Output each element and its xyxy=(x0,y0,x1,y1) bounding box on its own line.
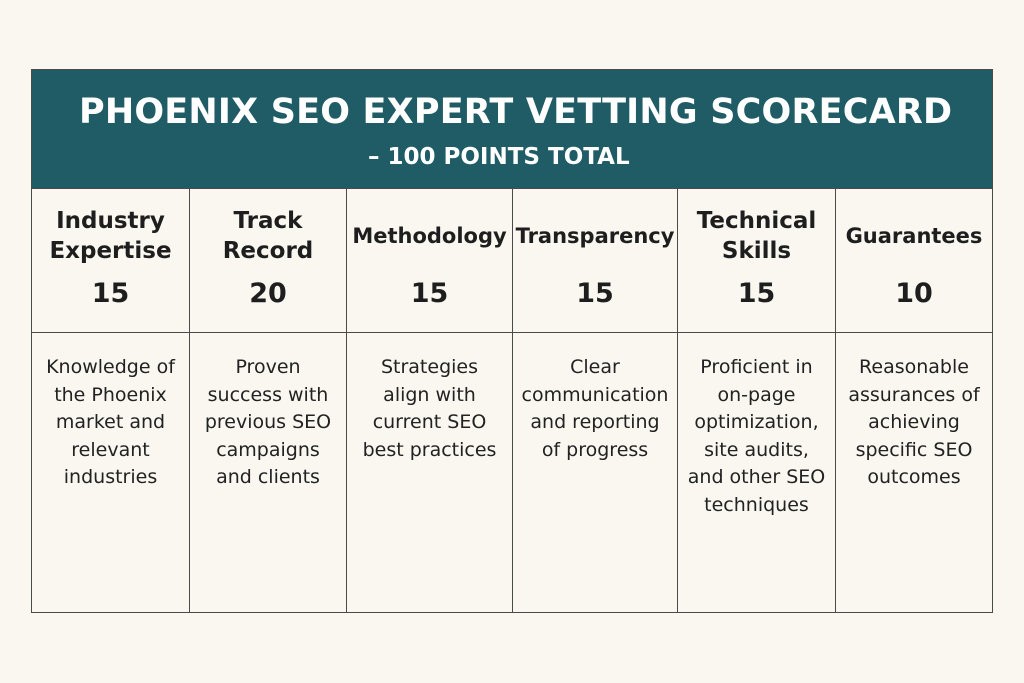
criterion-header-methodology: Methodology 15 xyxy=(347,189,513,333)
criterion-header-industry-expertise: Industry Expertise 15 xyxy=(32,189,190,333)
scorecard-subtitle: – 100 POINTS TOTAL xyxy=(368,144,630,170)
criterion-name: Guarantees xyxy=(845,224,983,248)
scorecard: PHOENIX SEO EXPERT VETTING SCORECARD – 1… xyxy=(31,69,993,613)
scorecard-title: PHOENIX SEO EXPERT VETTING SCORECARD xyxy=(79,92,953,132)
criterion-header-guarantees: Guarantees 10 xyxy=(836,189,992,333)
criterion-header-track-record: Track Record 20 xyxy=(190,189,347,333)
criterion-name: Transparency xyxy=(515,224,675,248)
criterion-description: Strategies align with current SEO best p… xyxy=(347,333,513,612)
criterion-points: 15 xyxy=(737,278,776,309)
criteria-table: Industry Expertise 15 Track Record 20 Me… xyxy=(32,189,992,612)
criterion-name: Track Record xyxy=(222,208,314,264)
criterion-points: 15 xyxy=(410,278,449,309)
criterion-description: Reasonable assurances of achieving speci… xyxy=(848,356,980,488)
criterion-name: Methodology xyxy=(352,224,507,248)
scorecard-header: PHOENIX SEO EXPERT VETTING SCORECARD – 1… xyxy=(32,70,992,189)
criterion-points: 10 xyxy=(895,278,933,309)
criterion-name: Technical Skills xyxy=(696,208,817,264)
criterion-description: Proficient in on-page optimization, site… xyxy=(678,333,836,612)
criterion-header-transparency: Transparency 15 xyxy=(513,189,678,333)
criterion-description: Proven success with previous SEO campaig… xyxy=(190,333,347,612)
criterion-name: Industry Expertise xyxy=(49,208,172,264)
criterion-points: 15 xyxy=(576,278,614,309)
criterion-header-technical-skills: Technical Skills 15 xyxy=(678,189,836,333)
criterion-points: 20 xyxy=(249,278,287,309)
criterion-description: Clear communication and reporting of pro… xyxy=(513,333,678,612)
criterion-points: 15 xyxy=(91,278,130,309)
criterion-description: Knowledge of the Phoenix market and rele… xyxy=(32,333,190,612)
